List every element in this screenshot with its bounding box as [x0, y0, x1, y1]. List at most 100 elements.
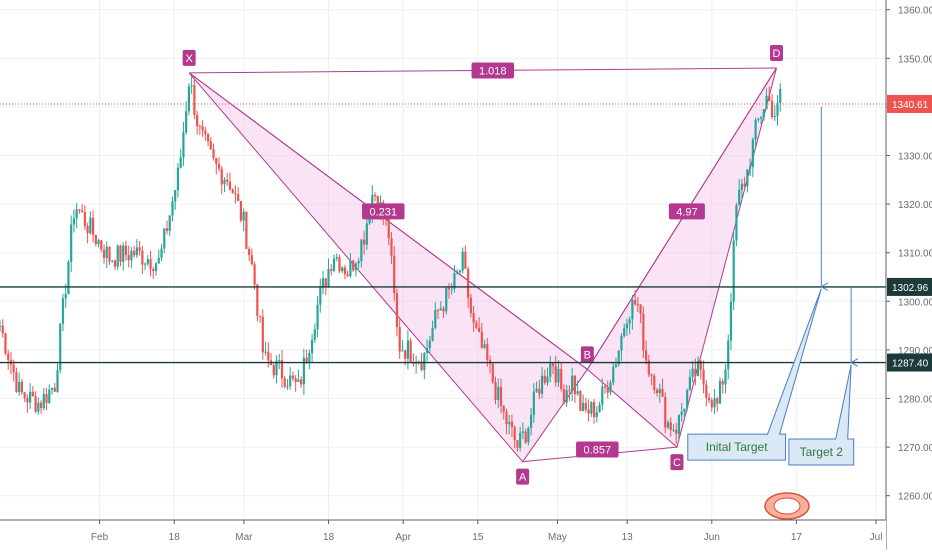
candle-up [302, 357, 305, 385]
candle-up [776, 102, 779, 116]
candle-down [26, 398, 29, 403]
tradingview-logo-icon [764, 492, 810, 520]
level-tag: 1302.96 [892, 283, 929, 294]
candle-down [721, 381, 724, 385]
candle-down [83, 212, 86, 227]
candle-up [762, 109, 765, 118]
candle-up [688, 376, 691, 390]
xab-triangle [188, 72, 589, 463]
candle-down [524, 431, 527, 443]
y-tick-label: 1320.00 [898, 200, 932, 211]
candle-up [631, 300, 634, 320]
y-tick-label: 1280.00 [898, 395, 932, 406]
candle-down [464, 251, 467, 269]
grid [0, 0, 886, 520]
ratio-label: 0.231 [370, 206, 398, 218]
candle-up [625, 323, 629, 329]
candle-down [34, 396, 37, 412]
candle-down [469, 297, 472, 314]
candle-down [12, 364, 15, 373]
bcd-triangle [586, 67, 777, 449]
candle-up [59, 323, 62, 371]
candle-down [45, 394, 48, 403]
candle-up [415, 362, 418, 364]
candle-up [264, 351, 267, 353]
candle-up [111, 260, 114, 262]
candle-up [565, 390, 568, 403]
point-label-bg-a [516, 468, 530, 485]
candle-up [456, 272, 459, 274]
candle-down [283, 378, 286, 387]
candle-down [568, 390, 571, 392]
candle-up [168, 215, 171, 231]
candle-down [291, 375, 295, 379]
candle-up [658, 389, 661, 393]
ratio-label-bg [471, 62, 515, 79]
candle-up [316, 304, 319, 330]
candle-down [217, 164, 221, 169]
candle-up [176, 167, 180, 191]
candle-down [209, 141, 212, 150]
candle-down [694, 368, 697, 376]
x-tick-label: 18 [169, 532, 181, 543]
candle-up [521, 431, 524, 433]
candle-up [160, 248, 163, 258]
candle-up [718, 381, 722, 404]
candle-up [623, 328, 626, 336]
candle-up [727, 340, 730, 370]
candle-up [450, 288, 453, 290]
candle-down [239, 201, 243, 221]
candle-down [647, 360, 650, 375]
candle-down [237, 194, 240, 202]
candle-down [661, 389, 664, 397]
candle-down [212, 149, 215, 159]
candle-down [294, 378, 297, 382]
candle-down [475, 322, 478, 328]
candle-up [458, 270, 462, 273]
candle-up [286, 386, 289, 388]
y-tick-label: 1310.00 [898, 249, 932, 260]
candle-up [48, 389, 51, 403]
candle-down [305, 357, 308, 362]
candle-down [102, 249, 106, 258]
candle-down [554, 365, 557, 383]
level-tag-bg [887, 353, 932, 372]
level-tag: 1287.40 [892, 359, 929, 370]
candle-down [768, 95, 771, 101]
candle-up [72, 218, 76, 225]
candle-down [198, 126, 201, 128]
target-callout [687, 288, 822, 461]
candle-up [439, 308, 442, 311]
ratio-label-bg [668, 203, 705, 220]
candle-up [713, 398, 716, 408]
y-tick-label: 1330.00 [898, 152, 932, 163]
candle-up [223, 179, 226, 185]
x-tick-label: May [548, 532, 567, 543]
candle-down [579, 391, 582, 412]
candle-down [363, 239, 366, 245]
candle-up [683, 408, 686, 412]
candle-down [258, 315, 262, 317]
candle-up [349, 260, 352, 277]
candle-down [699, 360, 702, 370]
candle-up [157, 257, 160, 264]
candle-down [655, 389, 659, 393]
candle-up [56, 370, 59, 392]
target-label: Target 2 [800, 445, 844, 459]
candle-down [86, 226, 89, 234]
candle-up [341, 267, 344, 272]
candle-down [193, 85, 196, 115]
candle-up [50, 387, 54, 390]
candle-down [272, 365, 275, 376]
candle-down [516, 440, 519, 448]
candle-up [308, 353, 311, 362]
x-tick-label: Feb [91, 532, 109, 543]
candle-up [89, 217, 92, 234]
candle-up [595, 412, 598, 418]
candle-down [124, 245, 128, 256]
candle-up [37, 402, 40, 412]
candle-down [491, 363, 494, 383]
ratio-label: 4.97 [676, 206, 697, 218]
